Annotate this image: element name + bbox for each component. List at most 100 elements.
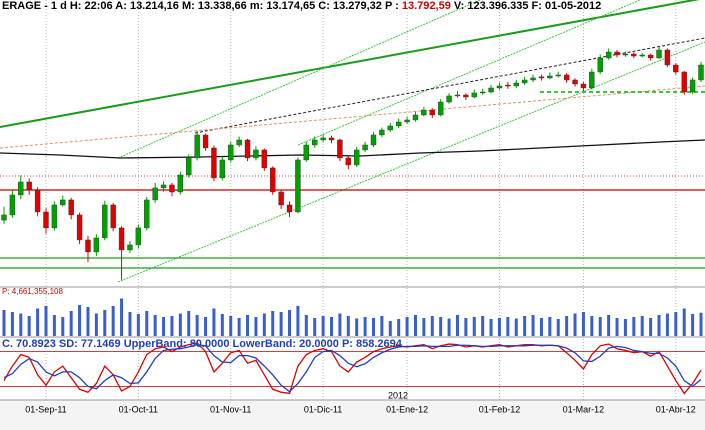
volume-bar — [338, 313, 342, 336]
candle-body — [488, 87, 494, 93]
volume-bar — [464, 318, 468, 336]
volume-bar — [405, 317, 409, 336]
candle-body — [160, 184, 167, 189]
volume-bar — [120, 298, 124, 336]
volume-bar — [321, 316, 325, 336]
volume-bar — [44, 306, 48, 336]
volume-bar — [481, 316, 485, 336]
candle-body — [572, 79, 578, 85]
candle-body — [555, 74, 561, 77]
volume-bar — [220, 314, 224, 336]
volume-bar — [371, 318, 375, 336]
volume-bar — [162, 317, 166, 336]
stochastic-line — [3, 342, 702, 395]
volume-bar — [430, 316, 434, 336]
volume-bar — [128, 312, 132, 336]
x-tick-label: 01-Nov-11 — [210, 404, 251, 414]
candle-body — [211, 147, 217, 179]
candle-body — [278, 191, 284, 206]
candle-body — [521, 79, 528, 84]
volume-bar — [548, 317, 552, 336]
volume-bar — [640, 316, 644, 336]
header-value: 13.792,59 — [402, 0, 451, 12]
volume-bar — [2, 310, 6, 336]
volume-bar — [447, 318, 451, 336]
volume-bar — [556, 319, 560, 336]
candle-body — [261, 149, 268, 169]
volume-bar — [296, 306, 300, 336]
volume-bar — [497, 318, 501, 336]
candle-body — [186, 157, 192, 176]
trend-line — [297, 0, 641, 146]
candle-body — [580, 83, 587, 89]
volume-bar — [313, 318, 317, 336]
candle-body — [152, 187, 158, 201]
volume-bar — [514, 318, 518, 336]
volume-bar — [36, 308, 40, 336]
candle-body — [370, 134, 377, 146]
stochastic-label: C. 70.8923 SD: 77.1469 UpperBand: 80.000… — [2, 338, 403, 350]
candle-body — [135, 227, 142, 246]
candle-body — [320, 137, 326, 141]
volume-bar — [598, 317, 602, 336]
header-text: ERAGE - 1 d H: 22:06 A: 13.214,16 M: 13.… — [2, 0, 402, 12]
candle-body — [639, 54, 645, 57]
candle-body — [404, 119, 410, 123]
volume-bar — [304, 315, 308, 336]
volume-bar — [111, 306, 115, 336]
candle-body — [379, 129, 385, 136]
volume-bar — [355, 318, 359, 336]
volume-bar — [330, 317, 334, 336]
volume-label: P: 4,661,355,108 — [2, 287, 63, 296]
candle-body — [76, 214, 83, 241]
candle-body — [412, 114, 419, 121]
volume-bar — [170, 316, 174, 336]
candle-body — [547, 75, 553, 79]
candle-body — [312, 139, 318, 146]
volume-bar — [397, 319, 401, 336]
volume-bar — [145, 311, 149, 336]
volume-bar — [86, 307, 90, 336]
x-tick-label: 01-Sep-11 — [25, 404, 66, 414]
x-tick-label: 01-Abr-12 — [656, 404, 696, 414]
candle-body — [169, 184, 175, 193]
candle-body — [513, 82, 519, 87]
trend-line — [117, 41, 705, 283]
x-tick-label: 01-Ene-12 — [386, 404, 428, 414]
volume-bar — [413, 315, 417, 336]
volume-bar — [455, 315, 459, 336]
volume-bar — [78, 305, 82, 336]
moving-average — [0, 139, 705, 159]
volume-bar — [229, 316, 233, 336]
x-tick-label: 01-Dic-11 — [304, 404, 342, 414]
candle-body — [353, 149, 360, 166]
marks: 01-Sep-11 01-Oct-11 01-Nov-11 01-Dic-11 01-E… — [0, 47, 705, 414]
candle-body — [446, 95, 452, 103]
candle-body — [85, 239, 91, 253]
trend-line — [194, 37, 705, 134]
volume-bar — [388, 321, 392, 336]
volume-bar — [691, 314, 695, 336]
candle-body — [345, 157, 352, 166]
volume-bar — [539, 318, 543, 336]
candle-body — [270, 167, 276, 193]
candle-body — [68, 199, 74, 216]
candle-body — [219, 159, 226, 179]
candle-body — [395, 121, 402, 127]
candle-body — [530, 77, 536, 81]
volume-bar — [254, 317, 258, 336]
volume-bar — [52, 315, 56, 336]
volume-bar — [195, 315, 199, 336]
candle-body — [295, 159, 301, 213]
candle-body — [698, 64, 704, 81]
volume-bar — [27, 316, 31, 336]
volume-bar — [506, 317, 510, 336]
volume-bar — [204, 317, 208, 336]
volume-bar — [279, 312, 283, 336]
candle-body — [605, 51, 612, 59]
candle-body — [102, 204, 108, 239]
volume-bar — [187, 311, 191, 336]
x-tick-label: 01-Feb-12 — [479, 404, 521, 414]
volume-bar — [94, 313, 98, 336]
